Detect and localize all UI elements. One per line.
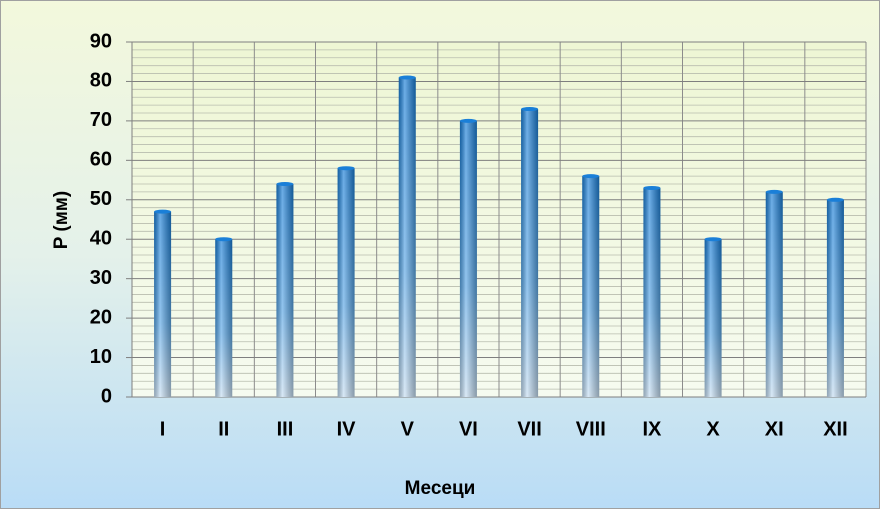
y-tick-label: 80: [90, 70, 112, 92]
y-tick-label: 70: [90, 109, 112, 131]
bar-shade: [643, 187, 661, 397]
bar-cap: [643, 185, 661, 190]
bar-cap: [765, 189, 783, 194]
y-tick-label: 10: [90, 346, 112, 368]
bar-shade: [459, 120, 477, 397]
y-axis-title: P (мм): [51, 191, 72, 249]
bar-cap: [459, 118, 477, 123]
bar-cap: [337, 166, 355, 171]
bar-cap: [704, 237, 722, 242]
y-tick-label: 20: [90, 306, 112, 328]
bar-shade: [337, 168, 355, 397]
y-tick-label: 30: [90, 267, 112, 289]
bar-cap: [276, 182, 294, 186]
x-tick-label: I: [160, 418, 166, 440]
y-tick-label: 0: [101, 385, 112, 407]
y-tick-label: 60: [90, 149, 112, 171]
bar-shade: [521, 109, 539, 398]
bar-cap: [154, 209, 172, 214]
bar-cap: [826, 197, 844, 202]
y-tick-label: 90: [90, 30, 112, 52]
x-tick-label: X: [706, 418, 720, 440]
bar-cap: [215, 237, 233, 242]
bar-shade: [276, 184, 294, 397]
x-axis-title: Месеци: [405, 478, 476, 499]
bar-shade: [398, 77, 416, 397]
x-tick-label: XI: [765, 418, 784, 440]
bar-shade: [704, 239, 722, 397]
y-tick-label: 40: [90, 228, 112, 250]
bar-cap: [521, 107, 539, 112]
bar-shade: [765, 191, 783, 397]
x-tick-label: VI: [459, 418, 478, 440]
bar-cap: [582, 174, 600, 179]
x-tick-label: XII: [823, 418, 847, 440]
x-tick-label: IV: [337, 418, 357, 440]
bar-shade: [154, 211, 172, 397]
bar-cap: [398, 75, 416, 80]
x-tick-label: IX: [642, 418, 662, 440]
x-tick-label: II: [218, 418, 229, 440]
bar-shade: [826, 199, 844, 397]
y-tick-label: 50: [90, 188, 112, 210]
x-tick-label: VII: [517, 418, 541, 440]
x-tick-label: V: [401, 418, 415, 440]
bar-shade: [582, 176, 600, 397]
x-tick-label: III: [277, 418, 294, 440]
bar-shade: [215, 239, 233, 397]
x-tick-label: VIII: [576, 418, 606, 440]
